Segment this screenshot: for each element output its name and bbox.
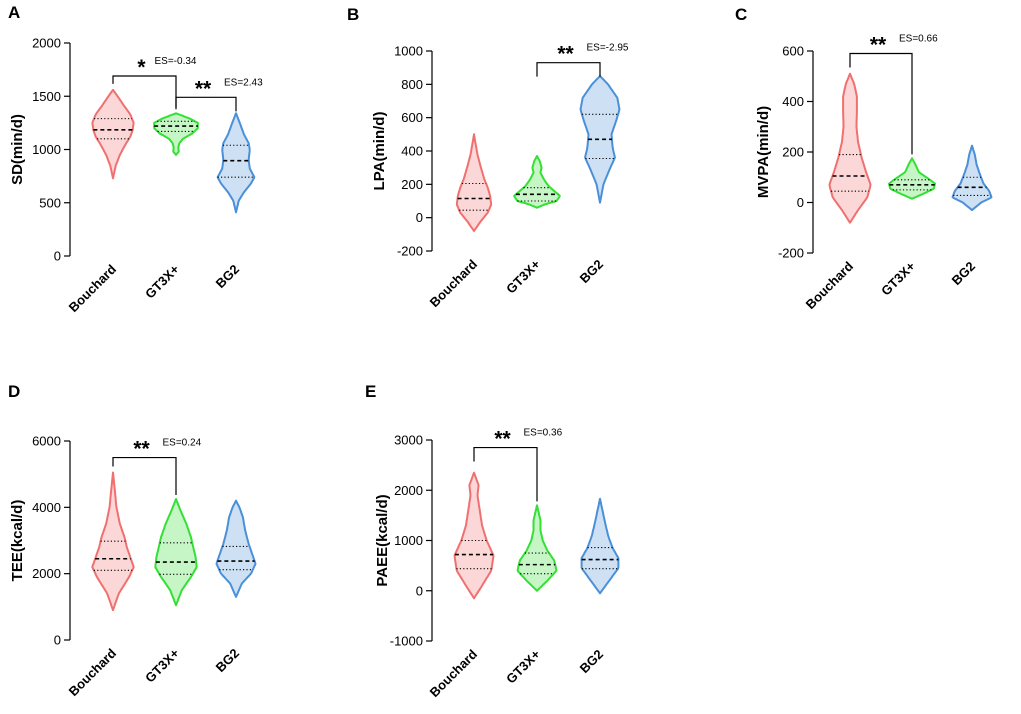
y-axis-label: MVPA(min/d) bbox=[755, 106, 772, 198]
x-tick-label: BG2 bbox=[213, 262, 243, 292]
effect-size-label: ES=2.43 bbox=[224, 77, 263, 88]
y-tick-label: 1000 bbox=[394, 533, 423, 548]
x-tick-label: GT3X+ bbox=[503, 646, 543, 686]
significance-stars: * bbox=[137, 56, 146, 79]
violin-bg2 bbox=[579, 75, 621, 204]
effect-size-label: ES=-2.95 bbox=[587, 43, 629, 54]
panel-letter: A bbox=[8, 3, 20, 22]
y-tick-label: 0 bbox=[54, 633, 61, 648]
effect-size-label: ES=0.24 bbox=[163, 438, 202, 449]
significance-bracket bbox=[849, 52, 913, 155]
y-tick-label: 1000 bbox=[32, 142, 61, 157]
violin-bg2 bbox=[216, 112, 256, 214]
violin-bg2 bbox=[951, 144, 993, 212]
x-tick-label: Bouchard bbox=[66, 645, 120, 699]
panel-C: C -200 0 200 400 600 MVPA(min/d) Bouchard GT3X+ B… bbox=[735, 5, 993, 312]
significance-bracket bbox=[112, 75, 177, 110]
x-tick-label: Bouchard bbox=[66, 261, 120, 315]
violin-gt3x bbox=[516, 504, 558, 592]
panel-B: B -200 0 200 400 600 800 1000 LPA(min/d) Bouchard… bbox=[347, 5, 629, 310]
y-tick-label: 600 bbox=[782, 44, 804, 59]
violin-bouchard bbox=[828, 72, 872, 224]
y-axis-label: LPA(min/d) bbox=[371, 112, 388, 191]
significance-stars: ** bbox=[494, 428, 511, 451]
y-tick-label: -200 bbox=[397, 244, 423, 259]
y-tick-label: 400 bbox=[401, 144, 423, 159]
x-tick-label: BG2 bbox=[949, 259, 979, 289]
x-tick-label: BG2 bbox=[577, 647, 607, 677]
significance-bracket bbox=[112, 456, 177, 496]
x-tick-label: GT3X+ bbox=[878, 258, 918, 298]
panel-D: D 0 2000 4000 6000 TEE(kcal/d) Bouchard GT3X+ BG… bbox=[8, 382, 257, 699]
y-tick-label: 0 bbox=[54, 249, 61, 264]
y-tick-label: 800 bbox=[401, 77, 423, 92]
significance-stars: ** bbox=[195, 77, 212, 100]
x-tick-label: GT3X+ bbox=[503, 256, 543, 296]
effect-size-label: ES=0.66 bbox=[899, 34, 938, 45]
x-tick-label: Bouchard bbox=[427, 256, 481, 310]
y-axis-label: TEE(kcal/d) bbox=[9, 500, 26, 582]
significance-stars: ** bbox=[557, 43, 574, 66]
violin-bouchard bbox=[453, 471, 495, 600]
panel-letter: D bbox=[8, 382, 20, 401]
y-tick-label: 0 bbox=[797, 195, 804, 210]
significance-stars: ** bbox=[870, 34, 887, 57]
panel-E: E -1000 0 1000 2000 3000 PAEE(kcal/d) Bouchard G… bbox=[365, 382, 620, 700]
y-tick-label: 0 bbox=[416, 583, 423, 598]
y-tick-label: 600 bbox=[401, 110, 423, 125]
y-tick-label: 200 bbox=[401, 177, 423, 192]
y-axis-label: SD(min/d) bbox=[9, 114, 26, 185]
violin-bg2 bbox=[215, 499, 257, 598]
violin-gt3x bbox=[153, 112, 199, 156]
y-tick-label: 3000 bbox=[394, 433, 423, 448]
violin-bouchard bbox=[91, 88, 135, 180]
y-tick-label: 1500 bbox=[32, 89, 61, 104]
y-tick-label: 2000 bbox=[32, 36, 61, 51]
y-tick-label: 4000 bbox=[32, 500, 61, 515]
x-tick-label: GT3X+ bbox=[142, 261, 182, 301]
panel-letter: C bbox=[735, 5, 747, 24]
y-tick-label: -1000 bbox=[390, 634, 423, 649]
violin-bouchard bbox=[455, 133, 493, 232]
violin-gt3x bbox=[513, 155, 561, 209]
significance-bracket bbox=[473, 446, 538, 502]
significance-bracket bbox=[536, 62, 601, 77]
y-tick-label: 2000 bbox=[394, 483, 423, 498]
y-tick-label: 1000 bbox=[394, 44, 423, 59]
significance-stars: ** bbox=[133, 438, 150, 461]
y-tick-label: 400 bbox=[782, 94, 804, 109]
violin-bg2 bbox=[580, 497, 620, 595]
significance-bracket bbox=[175, 96, 237, 112]
x-tick-label: BG2 bbox=[213, 646, 243, 676]
x-tick-label: Bouchard bbox=[803, 258, 857, 312]
violin-bouchard bbox=[91, 471, 135, 612]
x-tick-label: GT3X+ bbox=[142, 645, 182, 685]
violin-gt3x bbox=[888, 157, 936, 200]
y-axis-label: PAEE(kcal/d) bbox=[374, 494, 391, 586]
panel-letter: B bbox=[347, 5, 359, 24]
y-tick-label: 2000 bbox=[32, 566, 61, 581]
y-tick-label: 500 bbox=[39, 195, 61, 210]
x-tick-label: Bouchard bbox=[427, 646, 481, 700]
effect-size-label: ES=-0.34 bbox=[155, 56, 197, 67]
effect-size-label: ES=0.36 bbox=[524, 428, 563, 439]
y-tick-label: 6000 bbox=[32, 434, 61, 449]
panel-A: A 0 500 1000 1500 2000 SD(min/d) Bouchard GT3X+ B… bbox=[8, 3, 263, 315]
y-tick-label: 200 bbox=[782, 145, 804, 160]
y-tick-label: -200 bbox=[778, 246, 804, 261]
x-tick-label: BG2 bbox=[577, 257, 607, 287]
violin-gt3x bbox=[154, 498, 198, 607]
panel-letter: E bbox=[365, 382, 376, 401]
y-tick-label: 0 bbox=[416, 210, 423, 225]
